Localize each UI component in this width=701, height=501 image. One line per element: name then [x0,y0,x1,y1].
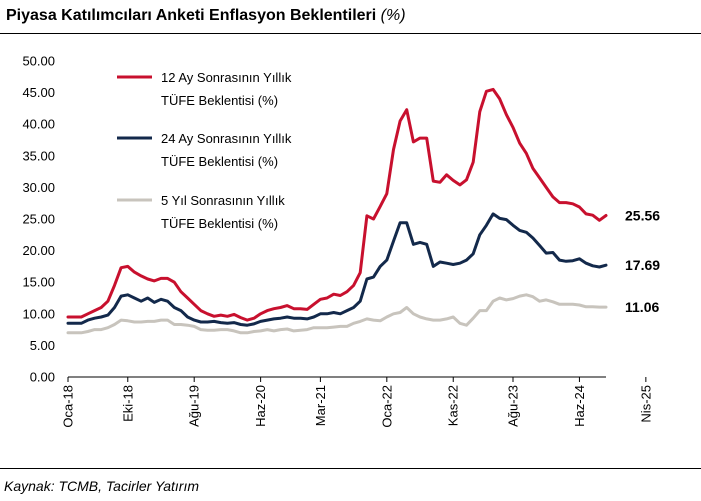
x-tick-label: Eki-18 [120,385,135,422]
y-tick-label: 40.00 [22,117,55,132]
series-layer [66,87,608,335]
series-end-label: 11.06 [625,299,659,315]
legend-label-line2: TÜFE Beklentisi (%) [161,216,278,231]
x-tick-label: Kas-22 [446,385,461,426]
x-tick-label: Mar-21 [313,385,328,426]
chart-title-unit: (%) [380,7,406,24]
y-tick-label: 10.00 [22,306,55,321]
end-labels: 25.56 17.69 11.06 [625,207,660,315]
series-line [66,212,608,327]
bottom-rule [0,468,701,469]
chart-title-text: Piyasa Katılımcıları Anketi Enflasyon Be… [6,7,377,24]
x-tick-label: Nis-25 [638,385,653,423]
y-tick-label: 5.00 [30,338,55,353]
top-rule [0,33,701,34]
y-tick-label: 20.00 [22,243,55,258]
legend-label-line1: 12 Ay Sonrasının Yıllık [161,70,292,85]
x-axis: Oca-18 Eki-18 Ağu-19 Haz-20 Mar-21 Oca-22 Kas-… [61,376,653,428]
y-tick-label: 15.00 [22,275,55,290]
x-tick-label: Haz-24 [572,385,587,427]
series-line [66,87,608,322]
chart-title: Piyasa Katılımcıları Anketi Enflasyon Be… [6,7,406,25]
x-tick-label: Ağu-23 [506,385,521,427]
x-tick-label: Oca-18 [61,385,76,428]
x-tick-label: Ağu-19 [187,385,202,427]
x-tick-label: Haz-20 [253,385,268,427]
source-note: Kaynak: TCMB, Tacirler Yatırım [4,478,200,494]
y-tick-label: 35.00 [22,148,55,163]
series-end-label: 25.56 [625,207,660,223]
legend-label-line2: TÜFE Beklentisi (%) [161,93,278,108]
legend: 12 Ay Sonrasının Yıllık TÜFE Beklentisi (… [117,70,292,231]
legend-label-line2: TÜFE Beklentisi (%) [161,154,278,169]
y-tick-label: 50.00 [22,54,55,69]
y-tick-label: 45.00 [22,85,55,100]
y-tick-label: 25.00 [22,212,55,227]
x-tick-label: Oca-22 [379,385,394,428]
y-tick-label: 30.00 [22,180,55,195]
y-axis: 0.00 5.00 10.00 15.00 20.00 25.00 30.00 35.00 40… [22,54,55,385]
y-tick-label: 0.00 [30,370,55,385]
series-line [66,293,608,335]
line-chart: 0.00 5.00 10.00 15.00 20.00 25.00 30.00 35.00 40… [22,54,660,428]
series-end-label: 17.69 [625,257,660,273]
legend-label-line1: 24 Ay Sonrasının Yıllık [161,131,292,146]
legend-label-line1: 5 Yıl Sonrasının Yıllık [161,193,285,208]
